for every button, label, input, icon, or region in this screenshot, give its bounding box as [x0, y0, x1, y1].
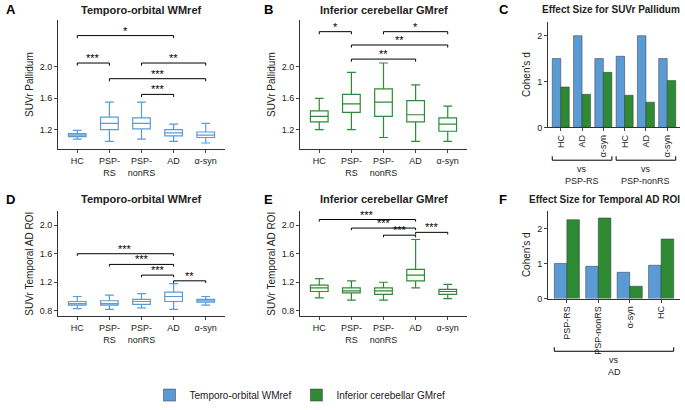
svg-text:AD: AD: [167, 323, 180, 333]
svg-text:Cohen's d: Cohen's d: [521, 232, 532, 277]
svg-text:HC: HC: [556, 134, 566, 147]
svg-text:A: A: [6, 2, 16, 17]
svg-text:Inferior cerebellar GMref: Inferior cerebellar GMref: [336, 390, 445, 401]
svg-text:Temporo-orbital WMref: Temporo-orbital WMref: [190, 390, 292, 401]
svg-text:PSP-nonRS: PSP-nonRS: [621, 176, 670, 186]
svg-text:***: ***: [86, 52, 100, 64]
svg-text:AD: AD: [577, 134, 587, 147]
svg-text:α-syn: α-syn: [437, 323, 459, 333]
svg-text:α-syn: α-syn: [195, 156, 217, 166]
svg-text:***: ***: [425, 221, 439, 233]
svg-text:0.8: 0.8: [282, 306, 295, 316]
svg-text:PSP-RS: PSP-RS: [562, 306, 572, 340]
svg-text:1.6: 1.6: [282, 93, 295, 103]
svg-text:**: **: [169, 52, 178, 64]
svg-text:Effect Size for Temporal AD RO: Effect Size for Temporal AD ROI: [529, 194, 680, 205]
svg-text:PSP-RS: PSP-RS: [99, 323, 120, 345]
svg-text:1.6: 1.6: [40, 93, 53, 103]
svg-text:Temporo-orbital WMref: Temporo-orbital WMref: [81, 193, 202, 205]
svg-text:E: E: [264, 192, 273, 207]
svg-text:PSP-RS: PSP-RS: [99, 156, 120, 178]
svg-text:1: 1: [537, 259, 542, 269]
svg-text:*: *: [413, 21, 418, 33]
svg-text:HC: HC: [313, 323, 326, 333]
svg-text:AD: AD: [167, 156, 180, 166]
svg-text:0: 0: [537, 123, 542, 133]
svg-text:***: ***: [377, 217, 391, 229]
svg-text:1: 1: [537, 77, 542, 87]
svg-text:α-syn: α-syn: [437, 156, 459, 166]
svg-text:**: **: [379, 48, 388, 60]
svg-text:PSP-nonRS: PSP-nonRS: [593, 306, 603, 355]
svg-text:PSP-nonRS: PSP-nonRS: [370, 323, 398, 345]
svg-text:HC: HC: [620, 134, 630, 147]
svg-text:PSP-RS: PSP-RS: [341, 323, 362, 345]
svg-text:0.8: 0.8: [40, 306, 53, 316]
svg-text:HC: HC: [71, 323, 84, 333]
svg-text:1.6: 1.6: [282, 249, 295, 259]
svg-text:HC: HC: [656, 306, 666, 319]
svg-text:SUVr Pallidum: SUVr Pallidum: [266, 52, 277, 117]
svg-text:vs: vs: [641, 164, 651, 174]
svg-text:PSP-RS: PSP-RS: [565, 176, 599, 186]
svg-text:Inferior cerebellar GMref: Inferior cerebellar GMref: [320, 4, 448, 16]
svg-text:2.0: 2.0: [282, 62, 295, 72]
svg-text:F: F: [499, 192, 507, 207]
svg-text:Cohen's d: Cohen's d: [521, 52, 532, 97]
svg-text:***: ***: [135, 253, 149, 265]
svg-text:2: 2: [537, 31, 542, 41]
svg-text:α-syn: α-syn: [195, 323, 217, 333]
svg-text:SUVr Temporal AD ROI: SUVr Temporal AD ROI: [24, 212, 35, 316]
svg-text:2.0: 2.0: [40, 220, 53, 230]
svg-text:PSP-nonRS: PSP-nonRS: [128, 323, 156, 345]
svg-text:0: 0: [537, 294, 542, 304]
svg-text:Inferior cerebellar GMref: Inferior cerebellar GMref: [320, 193, 448, 205]
svg-text:PSP-nonRS: PSP-nonRS: [370, 156, 398, 178]
svg-text:AD: AD: [608, 367, 621, 377]
svg-text:***: ***: [151, 264, 165, 276]
svg-text:*: *: [333, 21, 338, 33]
svg-text:**: **: [395, 34, 404, 46]
svg-text:AD: AD: [641, 134, 651, 147]
svg-text:1.6: 1.6: [40, 249, 53, 259]
svg-text:1.2: 1.2: [282, 125, 295, 135]
svg-text:HC: HC: [313, 156, 326, 166]
svg-text:1.2: 1.2: [40, 125, 53, 135]
svg-text:***: ***: [393, 224, 407, 236]
svg-text:α-syn: α-syn: [598, 135, 608, 157]
svg-text:B: B: [264, 2, 273, 17]
svg-text:α-syn: α-syn: [662, 135, 672, 157]
svg-text:AD: AD: [409, 156, 422, 166]
svg-text:***: ***: [151, 68, 165, 80]
svg-text:HC: HC: [71, 156, 84, 166]
svg-text:*: *: [123, 25, 128, 37]
svg-text:Effect Size for SUVr Pallidum: Effect Size for SUVr Pallidum: [542, 4, 680, 15]
svg-text:vs: vs: [577, 164, 587, 174]
svg-text:1.2: 1.2: [40, 277, 53, 287]
svg-text:2: 2: [537, 224, 542, 234]
svg-text:vs: vs: [609, 355, 619, 365]
svg-text:AD: AD: [409, 323, 422, 333]
svg-text:α-syn: α-syn: [625, 306, 635, 328]
svg-text:***: ***: [118, 243, 132, 255]
svg-text:2.0: 2.0: [282, 220, 295, 230]
svg-text:SUVr Temporal AD ROI: SUVr Temporal AD ROI: [266, 212, 277, 316]
svg-text:PSP-RS: PSP-RS: [341, 156, 362, 178]
svg-text:**: **: [185, 270, 194, 282]
svg-text:***: ***: [360, 209, 374, 221]
svg-text:C: C: [499, 2, 509, 17]
svg-text:D: D: [6, 192, 15, 207]
svg-text:Temporo-orbital WMref: Temporo-orbital WMref: [81, 4, 202, 16]
svg-text:PSP-nonRS: PSP-nonRS: [128, 156, 156, 178]
svg-text:SUVr Pallidum: SUVr Pallidum: [24, 52, 35, 117]
svg-text:2.0: 2.0: [40, 62, 53, 72]
svg-text:1.2: 1.2: [282, 277, 295, 287]
svg-text:***: ***: [151, 83, 165, 95]
